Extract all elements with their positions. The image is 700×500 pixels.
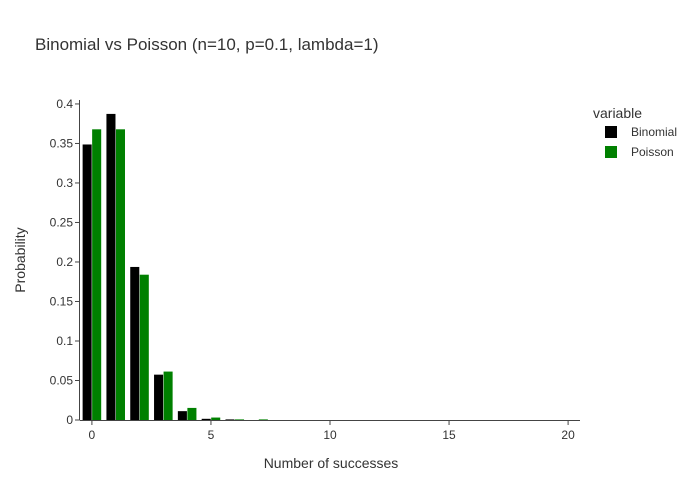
legend-label-binomial: Binomial	[631, 125, 677, 139]
bar-binomial-6	[225, 419, 235, 420]
bar-binomial-0	[82, 144, 92, 421]
y-tick-label-1: 0.05	[50, 373, 74, 387]
legend-title: variable	[593, 105, 642, 121]
bar-poisson-2	[139, 274, 149, 420]
x-tick-label-15: 15	[442, 428, 456, 442]
y-tick-label-5: 0.25	[50, 215, 74, 229]
y-axis: 0 0.05 0.1 0.15 0.2 0.25 0.3 0.35 0.4	[50, 97, 80, 427]
x-tick-label-10: 10	[323, 428, 337, 442]
y-tick-label-7: 0.35	[50, 136, 74, 150]
x-tick-label-5: 5	[208, 428, 215, 442]
legend-swatch-binomial	[605, 126, 617, 138]
legend: variable Binomial Poisson	[593, 105, 677, 159]
bar-binomial-5	[201, 418, 211, 420]
bar-binomial-4	[177, 411, 187, 420]
bar-poisson-4	[187, 407, 197, 420]
x-tick-label-0: 0	[89, 428, 96, 442]
x-tick-label-20: 20	[561, 428, 575, 442]
y-tick-label-2: 0.1	[56, 334, 73, 348]
bar-poisson-3	[163, 371, 173, 420]
y-tick-label-4: 0.2	[56, 255, 73, 269]
bar-binomial-1	[106, 113, 116, 420]
bars-group	[82, 113, 268, 421]
x-axis-title: Number of successes	[264, 455, 399, 471]
y-tick-label-6: 0.3	[56, 176, 73, 190]
bar-poisson-1	[115, 129, 125, 420]
legend-label-poisson: Poisson	[631, 145, 674, 159]
legend-swatch-poisson	[605, 146, 617, 158]
bar-poisson-6	[235, 419, 245, 420]
bar-poisson-5	[211, 417, 221, 420]
chart-title: Binomial vs Poisson (n=10, p=0.1, lambda…	[35, 35, 379, 54]
bar-binomial-2	[130, 266, 140, 420]
y-tick-label-3: 0.15	[50, 294, 74, 308]
x-axis: 0 5 10 15 20	[80, 420, 580, 442]
bar-poisson-0	[92, 129, 102, 420]
bar-poisson-7	[258, 419, 268, 420]
y-axis-title: Probability	[12, 227, 28, 292]
y-tick-label-8: 0.4	[56, 97, 73, 111]
bar-binomial-3	[154, 374, 164, 420]
y-tick-label-0: 0	[66, 413, 73, 427]
